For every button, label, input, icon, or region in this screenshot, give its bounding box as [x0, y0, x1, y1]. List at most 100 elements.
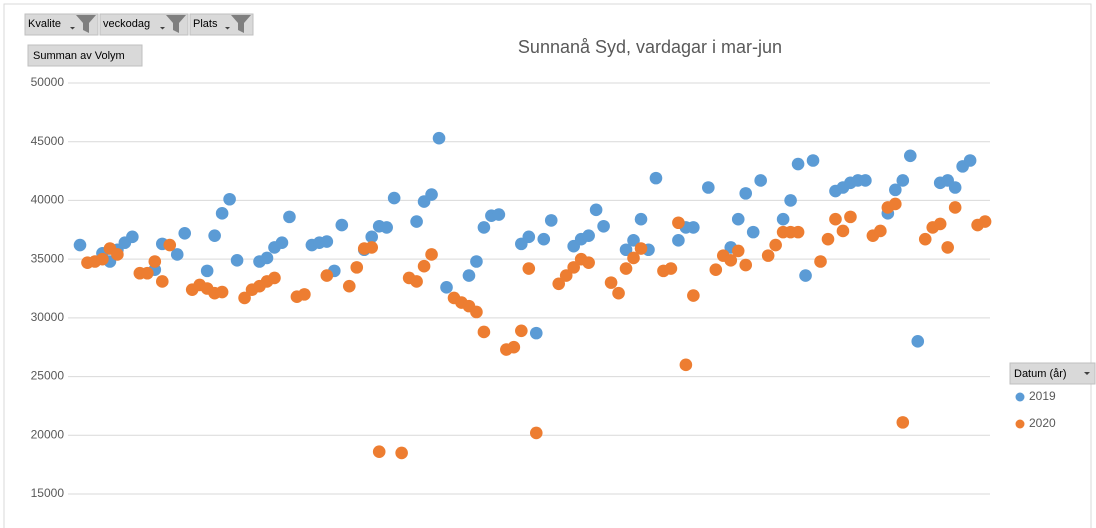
- point: [170, 248, 184, 261]
- point: [440, 281, 453, 294]
- point: [544, 214, 558, 227]
- point: [978, 215, 992, 228]
- point: [552, 277, 566, 291]
- point: [522, 262, 536, 275]
- point: [589, 203, 603, 217]
- point: [470, 255, 483, 268]
- point: [111, 248, 124, 261]
- point: [410, 275, 423, 288]
- point: [776, 212, 790, 226]
- point: [941, 241, 954, 254]
- legend-label: 2019: [1029, 389, 1056, 403]
- point: [372, 445, 386, 459]
- point: [208, 229, 221, 242]
- point: [844, 210, 857, 224]
- value-field-button[interactable]: Summan av Volym: [27, 44, 143, 67]
- point: [664, 262, 678, 275]
- filter-button[interactable]: Kvalite: [24, 13, 99, 36]
- point: [791, 157, 805, 171]
- point: [559, 269, 573, 282]
- point: [859, 174, 872, 187]
- point: [582, 256, 595, 269]
- point: [702, 181, 715, 194]
- point: [387, 191, 401, 205]
- point: [627, 251, 640, 265]
- point: [784, 194, 797, 207]
- point: [567, 261, 580, 274]
- point: [425, 248, 438, 261]
- point: [238, 291, 251, 305]
- point: [761, 249, 775, 262]
- point: [73, 238, 87, 252]
- point: [223, 192, 236, 206]
- y-tick-label: 25000: [31, 369, 65, 383]
- point: [148, 255, 162, 268]
- point: [342, 279, 356, 293]
- dropdown-arrow: [1084, 372, 1090, 375]
- filter-button[interactable]: Plats: [189, 13, 254, 36]
- point: [395, 446, 408, 460]
- point: [522, 230, 536, 244]
- point: [96, 252, 109, 266]
- point: [350, 261, 364, 274]
- point: [724, 254, 738, 267]
- button-bg: [1009, 362, 1096, 385]
- point: [649, 171, 663, 185]
- point: [260, 251, 274, 265]
- point: [507, 340, 521, 354]
- point: [687, 221, 700, 234]
- chart-border: [3, 3, 1092, 528]
- y-tick-label: 45000: [31, 134, 65, 148]
- value-field-label: Summan av Volym: [33, 50, 125, 62]
- point: [155, 275, 169, 288]
- legend-marker: [1015, 419, 1025, 429]
- legend-title: Datum (år): [1014, 368, 1067, 380]
- point: [283, 210, 296, 224]
- point: [731, 212, 745, 226]
- point: [911, 335, 925, 348]
- y-tick-label: 30000: [31, 310, 65, 324]
- point: [948, 201, 962, 214]
- point: [178, 227, 192, 240]
- dropdown-arrow: [160, 27, 165, 30]
- point: [462, 269, 476, 282]
- point: [582, 229, 595, 242]
- point: [933, 217, 947, 231]
- filter-icon: [76, 15, 96, 33]
- point: [529, 426, 543, 440]
- point: [365, 230, 379, 244]
- legend-marker: [1015, 392, 1025, 402]
- point: [320, 235, 334, 248]
- point: [791, 225, 805, 239]
- filter-label: veckodag: [103, 18, 150, 30]
- point: [634, 212, 648, 226]
- point: [141, 266, 154, 280]
- point: [492, 208, 506, 221]
- point: [515, 324, 528, 338]
- chart-title: Sunnanå Syd, vardagar i mar-jun: [518, 37, 782, 57]
- point: [821, 232, 835, 246]
- point: [889, 183, 902, 197]
- point: [889, 197, 902, 211]
- point: [126, 230, 139, 244]
- legend-button[interactable]: Datum (år): [1009, 362, 1096, 385]
- filter-button[interactable]: veckodag: [99, 13, 189, 36]
- point: [627, 234, 640, 247]
- dropdown-arrow: [225, 27, 230, 30]
- point: [432, 131, 446, 145]
- point: [634, 242, 648, 255]
- point: [739, 187, 753, 200]
- point: [380, 221, 393, 234]
- point: [537, 232, 551, 246]
- y-tick-label: 15000: [31, 486, 65, 500]
- point: [903, 149, 917, 163]
- point: [477, 221, 491, 234]
- point: [739, 258, 753, 272]
- point: [200, 264, 214, 278]
- point: [731, 244, 745, 258]
- point: [769, 238, 782, 252]
- point: [417, 259, 431, 273]
- point: [679, 358, 693, 372]
- point: [215, 285, 229, 299]
